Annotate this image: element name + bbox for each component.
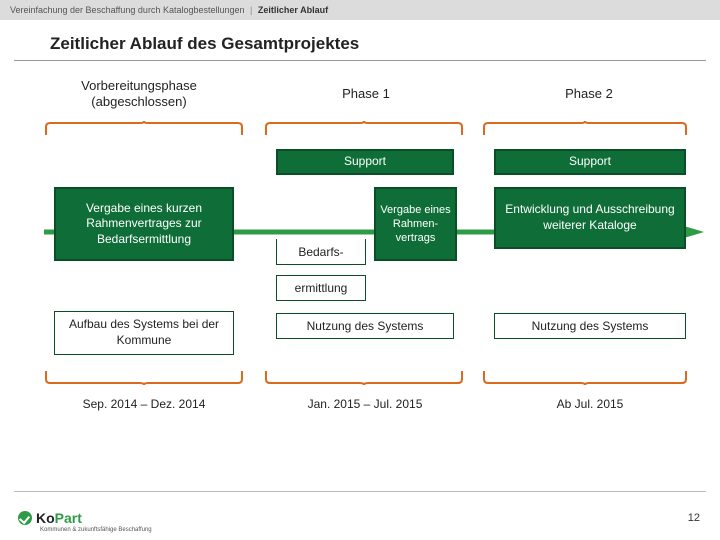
- bracket-top-2: [482, 121, 688, 137]
- date-range-2: Ab Jul. 2015: [494, 397, 686, 411]
- box-vergabe-rahmen: Vergabe eines Rahmen- vertrags: [374, 187, 457, 261]
- title-rule: [14, 60, 706, 61]
- breadcrumb-part1: Vereinfachung der Beschaffung durch Kata…: [10, 5, 245, 15]
- column-header-phase1: Phase 1: [276, 71, 456, 117]
- page-number: 12: [688, 512, 700, 524]
- box-support-1: Support: [276, 149, 454, 175]
- column-header-prep: Vorbereitungsphase (abgeschlossen): [54, 71, 224, 117]
- brand-text: KoPart: [36, 510, 82, 526]
- brand-bold: Part: [55, 510, 82, 526]
- breadcrumb: Vereinfachung der Beschaffung durch Kata…: [0, 0, 720, 20]
- timeline-stage: Vorbereitungsphase (abgeschlossen) Phase…: [14, 71, 706, 451]
- page-title: Zeitlicher Ablauf des Gesamtprojektes: [50, 34, 720, 54]
- box-aufbau: Aufbau des Systems bei der Kommune: [54, 311, 234, 355]
- bracket-bottom-2: [482, 369, 688, 385]
- footer-rule: [14, 491, 706, 492]
- brand-subtitle: Kommunen & zukunftsfähige Beschaffung: [40, 527, 152, 533]
- bracket-top-1: [264, 121, 464, 137]
- breadcrumb-separator: |: [250, 5, 252, 15]
- check-icon: [18, 511, 32, 525]
- box-support-2: Support: [494, 149, 686, 175]
- brand-logo: KoPart Kommunen & zukunftsfähige Beschaf…: [18, 510, 82, 526]
- date-range-0: Sep. 2014 – Dez. 2014: [54, 397, 234, 411]
- brand-pre: Ko: [36, 510, 55, 526]
- box-nutzung-2: Nutzung des Systems: [494, 313, 686, 339]
- box-bedarfs: Bedarfs-: [276, 239, 366, 265]
- box-vergabe-kurz: Vergabe eines kurzen Rahmenvertrages zur…: [54, 187, 234, 261]
- box-ermittlung: ermittlung: [276, 275, 366, 301]
- date-range-1: Jan. 2015 – Jul. 2015: [276, 397, 454, 411]
- column-header-phase2: Phase 2: [494, 71, 684, 117]
- bracket-top-0: [44, 121, 244, 137]
- bracket-bottom-0: [44, 369, 244, 385]
- box-entwicklung: Entwicklung und Ausschreibung weiterer K…: [494, 187, 686, 249]
- box-nutzung-1: Nutzung des Systems: [276, 313, 454, 339]
- breadcrumb-part2: Zeitlicher Ablauf: [258, 5, 328, 15]
- bracket-bottom-1: [264, 369, 464, 385]
